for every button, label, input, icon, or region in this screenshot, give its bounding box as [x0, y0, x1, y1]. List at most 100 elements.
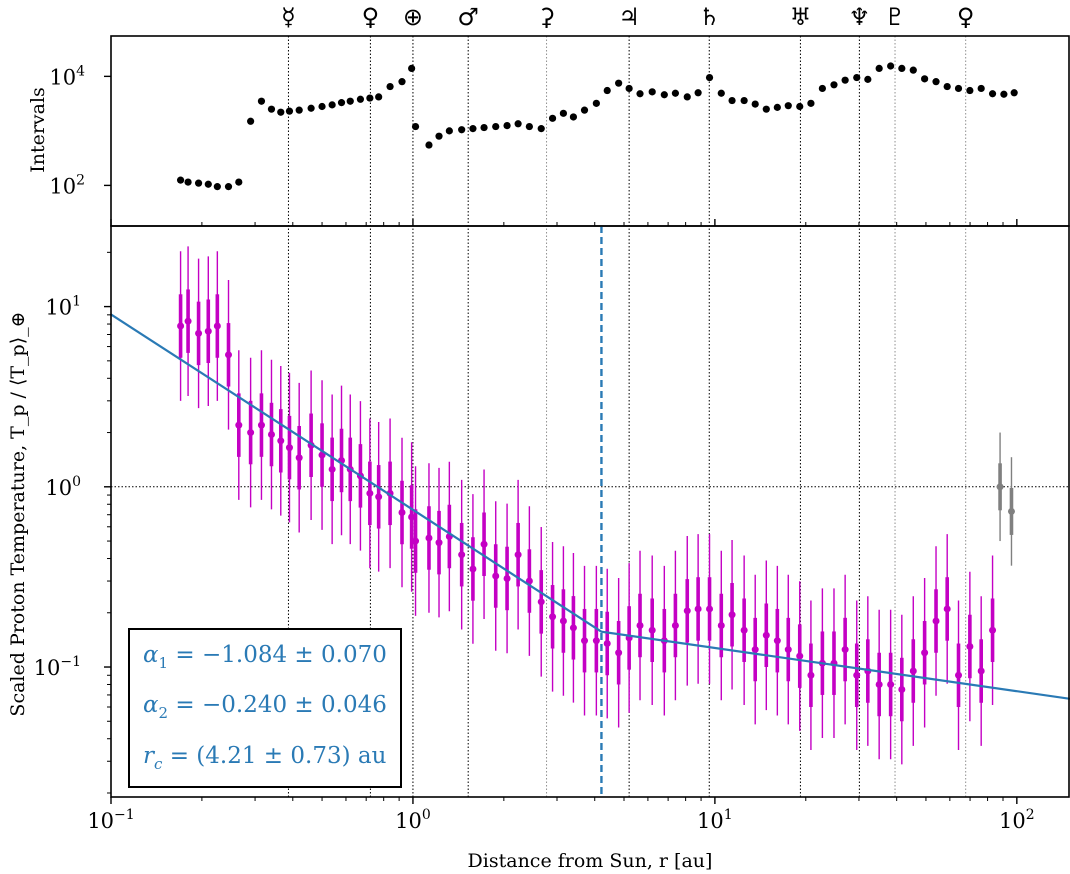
- interval-point: [213, 183, 221, 191]
- temperature-point: [549, 613, 557, 621]
- interval-point: [762, 105, 770, 113]
- x-tick-label: 10−1: [87, 807, 134, 833]
- temperature-point: [932, 617, 940, 625]
- temperature-axis-title: Scaled Proton Temperature, T_p / ⟨T_p⟩_⊕: [7, 311, 29, 716]
- interval-point: [818, 84, 826, 93]
- interval-point: [988, 90, 997, 98]
- interval-point: [615, 79, 623, 87]
- temperature-point: [615, 649, 623, 657]
- interval-point: [411, 122, 420, 131]
- interval-point: [853, 73, 861, 82]
- interval-point: [537, 125, 545, 133]
- temperature-point: [751, 646, 759, 654]
- interval-point: [525, 122, 533, 131]
- temperature-point: [247, 429, 255, 437]
- temperature-point: [295, 454, 303, 462]
- temperature-point: [603, 640, 611, 648]
- interval-point: [277, 108, 285, 116]
- interval-point: [257, 97, 266, 105]
- temperature-point: [943, 605, 951, 613]
- interval-point: [671, 89, 680, 97]
- temperature-point: [784, 646, 792, 654]
- temperature-point: [225, 351, 233, 359]
- temperature-point: [195, 329, 203, 337]
- temperature-point: [408, 513, 416, 521]
- intervals-panel: ☿ ♀ ⊕ ♂ ⚳ ♃ ♄ ♅ ♆ ♇ ♀ 102 104: [49, 3, 1070, 797]
- eris-icon: ♀: [957, 3, 975, 31]
- fit-line: [110, 313, 1070, 700]
- interval-point: [194, 179, 203, 187]
- temperature-point: [277, 437, 285, 445]
- interval-point: [346, 97, 354, 105]
- interval-point: [648, 88, 656, 96]
- interval-point: [592, 99, 600, 107]
- interval-point: [636, 90, 644, 98]
- temperature-point: [706, 605, 714, 613]
- interval-point: [898, 64, 906, 72]
- interval-point: [694, 89, 702, 97]
- x-tick-label: 100: [395, 807, 431, 833]
- temperature-point: [569, 624, 577, 632]
- interval-point: [660, 91, 668, 99]
- interval-point: [887, 62, 895, 70]
- alpha2-annotation: α2 = −0.240 ± 0.046: [143, 692, 387, 722]
- temperature-point: [921, 649, 929, 657]
- interval-point: [375, 93, 383, 101]
- intervals-tick-label: 104: [49, 63, 85, 89]
- interval-point: [408, 64, 416, 72]
- alpha1-annotation: α1 = −1.084 ± 0.070: [143, 642, 387, 672]
- rc-annotation: rc = (4.21 ± 0.73) au: [143, 743, 386, 773]
- temperature-point: [257, 421, 265, 429]
- interval-point: [796, 102, 804, 111]
- interval-point: [954, 84, 963, 93]
- mars-icon: ♂: [457, 3, 479, 31]
- interval-point: [469, 125, 477, 133]
- interval-point: [267, 105, 276, 113]
- venus-icon: ♀: [362, 3, 380, 31]
- mercury-icon: ☿: [281, 3, 296, 31]
- temperature-point: [717, 621, 725, 629]
- interval-point: [398, 78, 406, 86]
- temperature-point: [740, 626, 748, 634]
- interval-point: [184, 178, 192, 186]
- interval-point: [503, 121, 511, 130]
- intervals-frame: [110, 35, 1070, 227]
- temperature-tick-label: 101: [45, 294, 81, 320]
- interval-point: [247, 117, 255, 125]
- temperature-point: [909, 667, 917, 675]
- interval-point: [224, 183, 233, 191]
- interval-point: [492, 122, 500, 131]
- interval-point: [683, 93, 691, 101]
- temperature-point: [966, 642, 974, 650]
- temperature-tick-label: 10−1: [34, 654, 81, 680]
- interval-point: [977, 84, 985, 93]
- interval-point: [328, 101, 336, 109]
- temperature-frame: [110, 225, 1070, 798]
- temperature-point: [492, 572, 500, 580]
- intervals-tick-label: 102: [49, 172, 85, 198]
- interval-point: [307, 104, 315, 112]
- temperature-point: [184, 317, 192, 325]
- temperature-tick-label: 100: [45, 474, 81, 500]
- temperature-point: [762, 631, 770, 639]
- interval-point: [1000, 90, 1008, 98]
- temperature-point: [694, 605, 702, 613]
- intervals-axis-title: Intervals: [27, 87, 49, 173]
- temperature-point: [514, 551, 522, 559]
- interval-point: [514, 120, 522, 128]
- interval-point: [841, 76, 849, 84]
- interval-point: [295, 106, 303, 114]
- temperature-point: [435, 539, 443, 547]
- temperature-point: [898, 686, 906, 694]
- temperature-point: [807, 671, 815, 679]
- temperature-point: [955, 671, 963, 679]
- distance-axis-title: Distance from Sun, r [au]: [468, 850, 713, 872]
- interval-point: [705, 73, 714, 82]
- interval-point: [285, 107, 294, 115]
- temperature-point: [648, 626, 656, 634]
- temperature-point: [285, 444, 293, 452]
- interval-point: [751, 100, 759, 108]
- x-tick-label: 101: [697, 807, 733, 833]
- interval-point: [921, 75, 929, 83]
- interval-point: [356, 95, 365, 103]
